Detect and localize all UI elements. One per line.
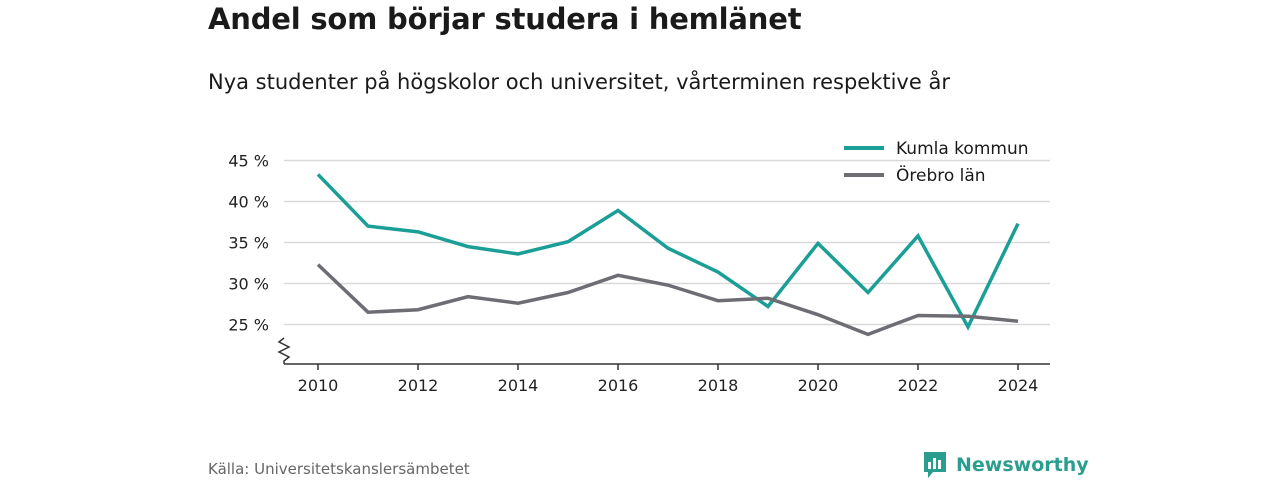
source-note: Källa: Universitetskanslersämbetet <box>208 460 470 478</box>
y-tick-label: 30 % <box>228 275 269 294</box>
x-tick-label: 2012 <box>398 376 439 395</box>
x-tick-label: 2018 <box>698 376 739 395</box>
chart-title: Andel som börjar studera i hemlänet <box>208 2 802 36</box>
series-line-orebro <box>316 263 1019 337</box>
axis-break-marker <box>277 337 291 364</box>
legend-label: Örebro län <box>896 164 986 186</box>
y-tick-label: 25 % <box>228 316 269 335</box>
x-tick-label: 2024 <box>998 376 1039 395</box>
y-tick-label: 40 % <box>228 193 269 212</box>
x-tick-label: 2014 <box>498 376 539 395</box>
legend-label: Kumla kommun <box>896 139 1029 159</box>
y-axis-ticks: 25 % 30 % 35 % 40 % 45 % <box>228 152 269 335</box>
chart-subtitle: Nya studenter på högskolor och universit… <box>208 70 950 94</box>
x-tick-label: 2020 <box>798 376 839 395</box>
brand-name: Newsworthy <box>956 454 1089 476</box>
x-axis-ticks: 2010 2012 2014 2016 2018 2020 2022 2024 <box>298 364 1039 395</box>
y-tick-label: 35 % <box>228 234 269 253</box>
x-tick-label: 2022 <box>898 376 939 395</box>
series-line-kumla <box>316 173 1020 331</box>
newsworthy-logo-icon <box>924 452 946 478</box>
y-tick-label: 45 % <box>228 152 269 171</box>
x-tick-label: 2016 <box>598 376 639 395</box>
line-chart: 25 %30 %35 %40 %45 % 2010 2012 2014 2016 201… <box>228 135 1050 395</box>
legend: Kumla kommun Örebro län <box>838 135 1038 186</box>
series-lines <box>316 173 1020 337</box>
brand-logo: Newsworthy <box>922 450 1089 480</box>
x-axis <box>277 337 1050 365</box>
x-tick-label: 2010 <box>298 376 339 395</box>
